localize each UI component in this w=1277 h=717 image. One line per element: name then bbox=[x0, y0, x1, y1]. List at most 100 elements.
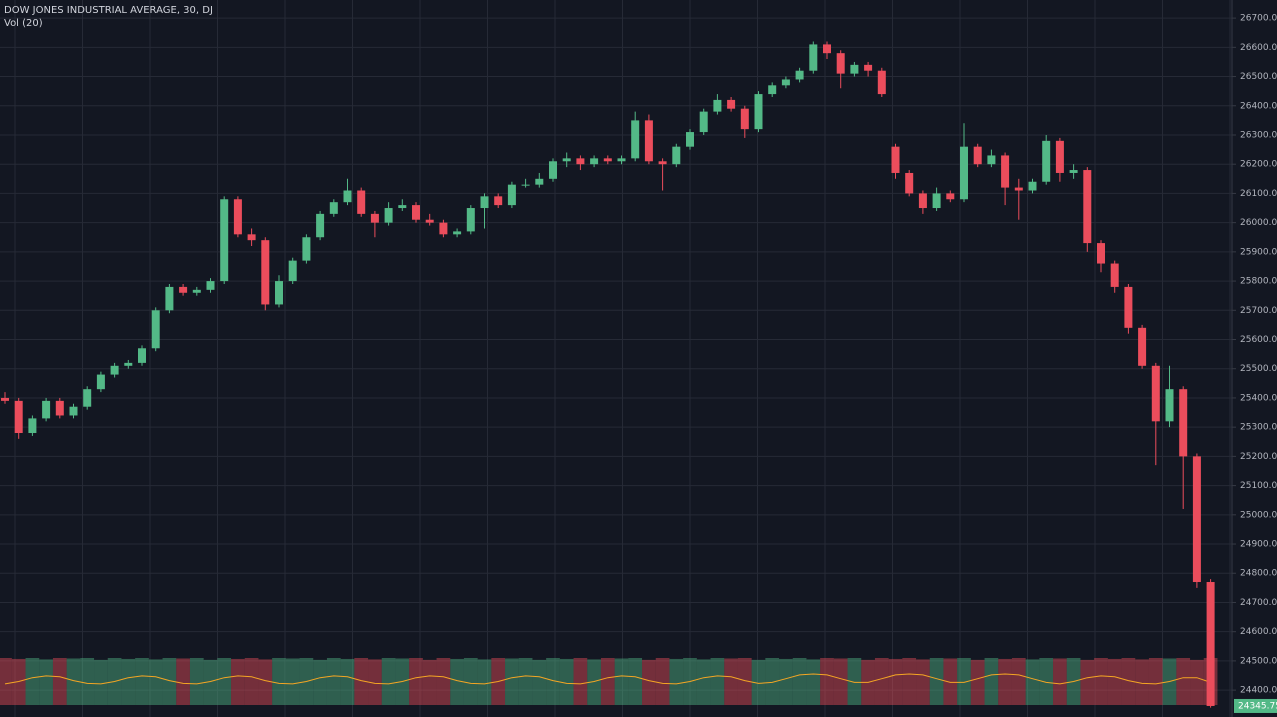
candle-body bbox=[617, 158, 626, 162]
volume-bar bbox=[1121, 658, 1136, 705]
candle-body bbox=[480, 196, 489, 209]
y-tick-label: 24500.00 bbox=[1240, 656, 1277, 666]
candle-body bbox=[754, 94, 763, 130]
volume-bar bbox=[573, 658, 588, 705]
volume-bar bbox=[52, 658, 67, 705]
candle-body bbox=[672, 146, 681, 165]
volume-bar bbox=[1039, 658, 1054, 705]
candle-body bbox=[55, 400, 64, 416]
candle-body bbox=[713, 99, 722, 112]
y-tick-label: 25200.00 bbox=[1240, 452, 1277, 462]
candle-body bbox=[261, 240, 270, 305]
candle-body bbox=[699, 111, 708, 133]
y-tick-label: 24900.00 bbox=[1240, 540, 1277, 550]
volume-bar bbox=[135, 658, 149, 705]
candle-body bbox=[1001, 155, 1010, 188]
volume-bar bbox=[80, 658, 95, 705]
volume-pane bbox=[0, 658, 1218, 705]
candle-body bbox=[960, 146, 968, 200]
candle-body bbox=[507, 184, 516, 206]
volume-bar bbox=[1025, 659, 1040, 705]
candle-body bbox=[658, 161, 667, 165]
volume-bar bbox=[450, 658, 464, 705]
candle-body bbox=[275, 281, 283, 305]
volume-bar bbox=[765, 658, 780, 705]
y-tick-label: 24400.00 bbox=[1240, 686, 1277, 696]
candle-body bbox=[110, 365, 119, 375]
candle-body bbox=[247, 234, 256, 241]
volume-bar bbox=[655, 658, 670, 705]
volume-bar bbox=[326, 658, 341, 705]
candle-body bbox=[727, 99, 736, 109]
volume-bar bbox=[176, 658, 190, 705]
y-tick-label: 25600.00 bbox=[1240, 335, 1277, 345]
candle-body bbox=[42, 400, 51, 419]
candle-body bbox=[932, 193, 941, 209]
candle-body bbox=[946, 193, 955, 200]
volume-bar bbox=[628, 658, 643, 705]
volume-bar bbox=[66, 658, 81, 705]
volume-bar bbox=[546, 658, 560, 705]
candle-body bbox=[521, 184, 530, 186]
price-axis: 24400.00 24500.00 24600.00 24700.00 24800.00… bbox=[1232, 14, 1277, 713]
volume-bar bbox=[463, 658, 478, 705]
volume-bar bbox=[874, 658, 889, 705]
candle-body bbox=[316, 213, 325, 238]
candle-body bbox=[1179, 389, 1188, 457]
y-tick-label: 24700.00 bbox=[1240, 598, 1277, 608]
volume-bar bbox=[970, 659, 985, 705]
volume-bar bbox=[1190, 659, 1204, 705]
candle-body bbox=[439, 222, 448, 235]
candle-body bbox=[179, 286, 188, 293]
volume-bar bbox=[244, 658, 259, 705]
candle-body bbox=[644, 120, 653, 162]
volume-bar bbox=[258, 659, 273, 705]
candle-body bbox=[329, 202, 338, 214]
candle-body bbox=[343, 190, 352, 203]
volume-bar bbox=[203, 659, 218, 705]
candle-body bbox=[1151, 365, 1160, 422]
candle-body bbox=[288, 260, 297, 282]
candle-body bbox=[83, 389, 92, 407]
volume-bar bbox=[916, 659, 930, 705]
candle-body bbox=[823, 44, 831, 54]
volume-bar bbox=[751, 659, 766, 705]
volume-bar bbox=[39, 659, 53, 705]
candle-body bbox=[781, 79, 790, 86]
volume-bar bbox=[422, 659, 437, 705]
candle-body bbox=[590, 158, 599, 165]
volume-bar bbox=[272, 658, 286, 705]
y-tick-label: 26600.00 bbox=[1240, 43, 1277, 53]
candle-body bbox=[192, 289, 201, 293]
volume-bar bbox=[984, 658, 999, 705]
last-price-label: 24345.75 bbox=[1238, 701, 1277, 711]
candle-body bbox=[370, 213, 379, 223]
y-tick-label: 26300.00 bbox=[1240, 130, 1277, 140]
volume-bar bbox=[559, 658, 574, 705]
candle-body bbox=[877, 70, 886, 95]
volume-bar bbox=[25, 658, 40, 705]
candle-body bbox=[1, 397, 9, 401]
y-tick-label: 25400.00 bbox=[1240, 393, 1277, 403]
volume-bar bbox=[94, 659, 108, 705]
volume-bar bbox=[1094, 658, 1108, 705]
volume-bar bbox=[600, 658, 615, 705]
candle-body bbox=[124, 362, 133, 366]
volume-bar bbox=[779, 658, 793, 705]
volume-bar bbox=[436, 658, 451, 705]
y-tick-label: 25800.00 bbox=[1240, 277, 1277, 287]
y-tick-label: 25100.00 bbox=[1240, 481, 1277, 491]
volume-bar bbox=[0, 658, 12, 705]
candle-body bbox=[1206, 582, 1215, 706]
candle-body bbox=[1192, 456, 1201, 583]
candle-body bbox=[384, 208, 393, 223]
volume-bar bbox=[368, 659, 382, 705]
y-tick-label: 25700.00 bbox=[1240, 306, 1277, 316]
volume-bar bbox=[1135, 659, 1149, 705]
y-tick-label: 25000.00 bbox=[1240, 510, 1277, 520]
candle-body bbox=[603, 158, 612, 162]
candle-body bbox=[987, 155, 996, 165]
candle-body bbox=[1014, 187, 1023, 191]
y-tick-label: 26100.00 bbox=[1240, 189, 1277, 199]
candle-body bbox=[96, 374, 105, 390]
